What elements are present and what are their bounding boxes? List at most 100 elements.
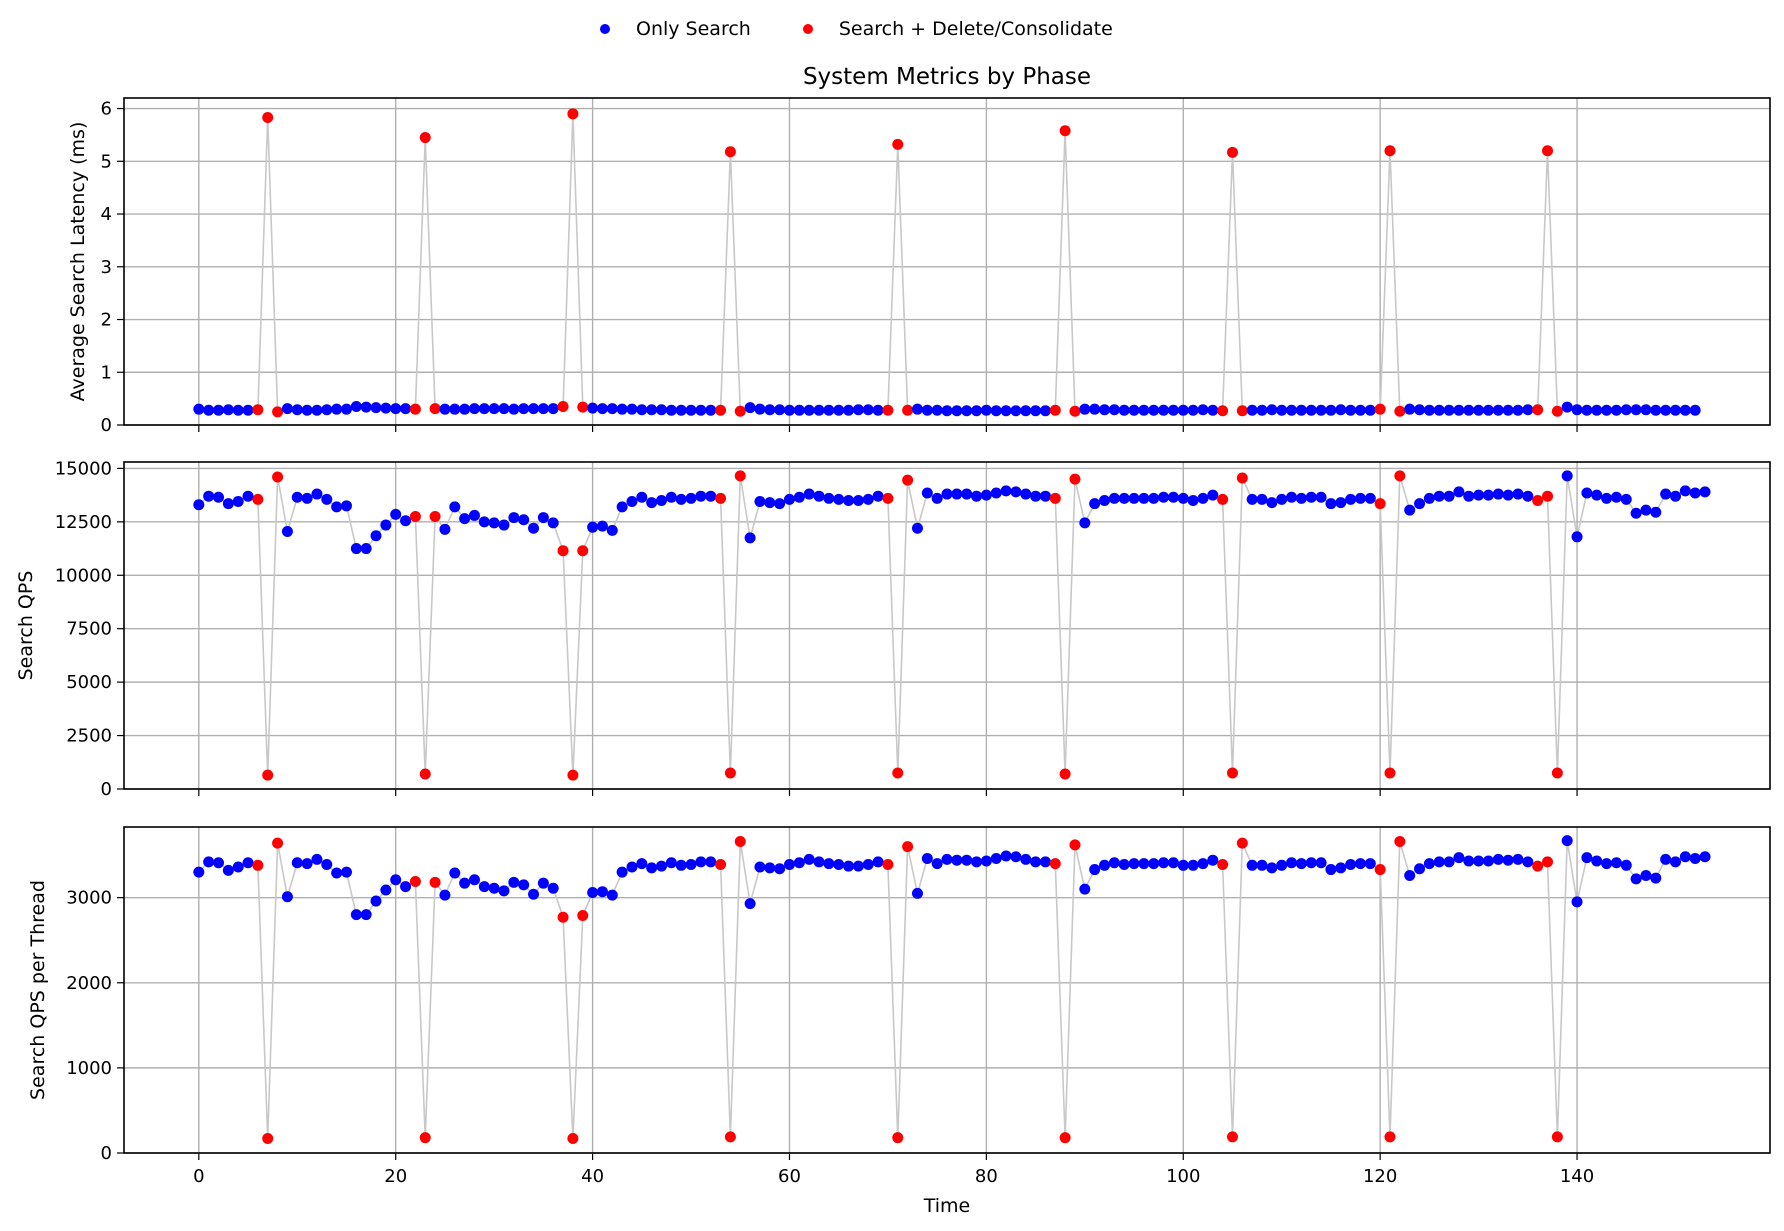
point-only-search (1414, 498, 1426, 510)
axes-frame (123, 461, 1771, 790)
point-only-search (1286, 404, 1298, 416)
legend-label-only-search: Only Search (636, 18, 751, 40)
point-search-delete (557, 911, 569, 923)
point-only-search (783, 404, 795, 416)
point-only-search (488, 403, 500, 415)
point-only-search (1522, 490, 1534, 502)
point-only-search (1630, 873, 1642, 885)
point-only-search (921, 487, 933, 499)
point-only-search (459, 877, 471, 889)
point-only-search (547, 882, 559, 894)
series-connector-line (198, 840, 1706, 1139)
point-search-delete (1551, 1131, 1563, 1143)
point-only-search (971, 490, 983, 502)
y-tick-label: 0 (101, 1143, 112, 1164)
point-only-search (1561, 470, 1573, 482)
point-only-search (1089, 864, 1101, 876)
point-only-search (1128, 858, 1140, 870)
point-only-search (1030, 405, 1042, 417)
point-only-search (281, 891, 293, 903)
point-only-search (911, 522, 923, 534)
point-only-search (203, 404, 215, 416)
point-only-search (675, 859, 687, 871)
y-tick-label: 15000 (55, 458, 112, 479)
point-only-search (1482, 855, 1494, 867)
point-only-search (596, 403, 608, 415)
point-only-search (222, 498, 234, 510)
y-tick-label: 0 (101, 415, 112, 436)
point-only-search (793, 491, 805, 503)
point-only-search (1256, 859, 1268, 871)
point-only-search (1443, 404, 1455, 416)
point-only-search (744, 532, 756, 544)
point-only-search (1118, 404, 1130, 416)
point-only-search (1610, 404, 1622, 416)
point-search-delete (715, 404, 727, 416)
point-only-search (1256, 493, 1268, 505)
point-only-search (980, 489, 992, 501)
point-only-search (587, 521, 599, 533)
y-tick-label: 2 (101, 310, 112, 331)
point-search-delete (1069, 405, 1081, 417)
point-search-delete (1532, 860, 1544, 872)
point-only-search (626, 496, 638, 508)
point-only-search (1197, 858, 1209, 870)
point-only-search (596, 886, 608, 898)
point-only-search (291, 857, 303, 869)
point-only-search (301, 404, 313, 416)
point-only-search (370, 530, 382, 542)
point-only-search (537, 403, 549, 415)
point-only-search (439, 889, 451, 901)
point-only-search (1522, 404, 1534, 416)
point-only-search (843, 404, 855, 416)
point-only-search (1305, 857, 1317, 869)
point-only-search (1640, 870, 1652, 882)
point-search-delete (429, 876, 441, 888)
point-only-search (1177, 404, 1189, 416)
point-only-search (321, 493, 333, 505)
point-only-search (242, 857, 254, 869)
point-search-delete (1394, 470, 1406, 482)
point-only-search (1414, 863, 1426, 875)
point-search-delete (1384, 145, 1396, 157)
point-search-delete (1226, 767, 1238, 779)
point-only-search (518, 514, 530, 526)
point-only-search (1354, 404, 1366, 416)
y-tick-label: 4 (101, 204, 112, 225)
point-only-search (1197, 492, 1209, 504)
point-only-search (1079, 403, 1091, 415)
point-only-search (971, 405, 983, 417)
point-only-search (1197, 404, 1209, 416)
point-search-delete (892, 1132, 904, 1144)
point-only-search (390, 508, 402, 520)
x-tick-label: 0 (193, 1166, 204, 1187)
series-connector-line (198, 113, 1696, 413)
point-only-search (321, 858, 333, 870)
point-search-delete (419, 1132, 431, 1144)
point-only-search (1364, 492, 1376, 504)
point-only-search (1669, 490, 1681, 502)
point-only-search (1128, 492, 1140, 504)
point-only-search (793, 857, 805, 869)
point-only-search (400, 403, 412, 415)
point-only-search (1660, 853, 1672, 865)
point-search-delete (1374, 403, 1386, 415)
point-only-search (478, 516, 490, 528)
point-only-search (193, 403, 205, 415)
point-only-search (1522, 856, 1534, 868)
point-only-search (764, 497, 776, 509)
point-only-search (941, 405, 953, 417)
point-only-search (803, 404, 815, 416)
point-only-search (961, 854, 973, 866)
point-only-search (1177, 859, 1189, 871)
point-only-search (606, 403, 618, 415)
point-only-search (1010, 486, 1022, 498)
point-only-search (754, 861, 766, 873)
point-only-search (1660, 488, 1672, 500)
point-only-search (833, 404, 845, 416)
point-only-search (941, 488, 953, 500)
point-search-delete (724, 146, 736, 158)
point-only-search (1669, 856, 1681, 868)
point-only-search (1108, 404, 1120, 416)
point-only-search (1492, 853, 1504, 865)
